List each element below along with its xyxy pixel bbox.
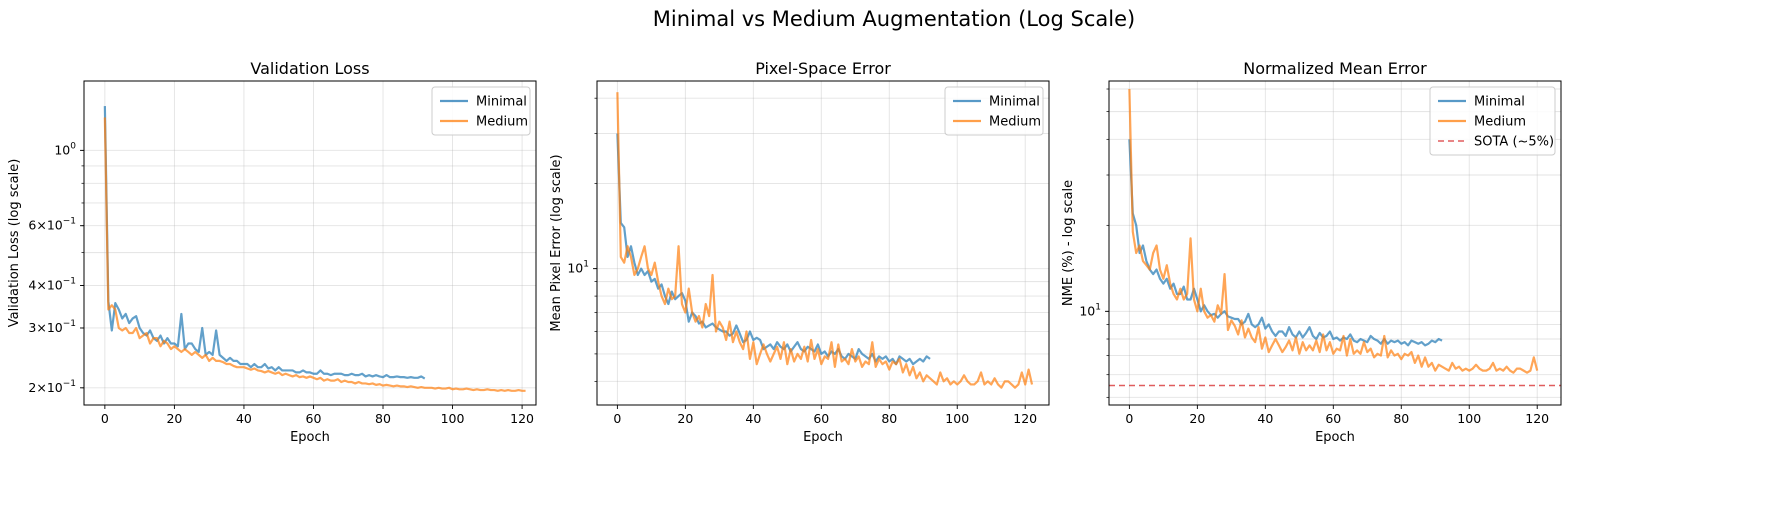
x-axis-label: Epoch [290, 430, 330, 445]
x-tick-label: 100 [441, 411, 465, 426]
y-tick-label: 101 [567, 260, 589, 276]
axes-frame [83, 80, 537, 406]
y-axis-label: NME (%) - log scale [1061, 180, 1076, 306]
legend: Minimal Medium SOTA (~5%) [1429, 86, 1556, 156]
y-tick-label: 2×10−1 [28, 379, 76, 395]
legend-label-minimal: Minimal [989, 95, 1040, 110]
x-axis-label: Epoch [1315, 430, 1355, 445]
axes-frame [1108, 80, 1562, 406]
axes-frame [596, 80, 1050, 406]
x-tick-label: 40 [1257, 411, 1273, 426]
y-tick-label: 3×10−1 [28, 319, 76, 335]
legend-label-medium: Medium [1474, 115, 1526, 130]
series-line-medium [1128, 88, 1539, 374]
legend-label-sota-5: SOTA (~5%) [1474, 135, 1554, 150]
series-line-minimal [1128, 139, 1443, 347]
legend: Minimal Medium [431, 86, 531, 136]
x-axis-label: Epoch [803, 430, 843, 445]
x-tick-label: 80 [375, 411, 391, 426]
x-tick-label: 40 [745, 411, 761, 426]
x-tick-label: 80 [1393, 411, 1409, 426]
x-tick-label: 80 [881, 411, 897, 426]
series-line-medium [616, 92, 1034, 389]
x-tick-label: 20 [166, 411, 182, 426]
legend-box [431, 86, 531, 136]
figure-title: Minimal vs Medium Augmentation (Log Scal… [653, 7, 1135, 31]
legend: Minimal Medium [944, 86, 1044, 136]
panel-pixel-space-error: 0 20 40 60 80 100 120 101 Pixel-Space Error Epoch… [549, 59, 1050, 445]
panel-normalized-mean-error: 0 20 40 60 80 100 120 101 Normalized Mean Error E… [1061, 59, 1562, 445]
legend-label-minimal: Minimal [476, 95, 527, 110]
x-tick-label: 120 [1525, 411, 1549, 426]
series-line-medium [103, 117, 526, 392]
x-tick-label: 100 [945, 411, 969, 426]
panel-title: Validation Loss [250, 59, 369, 78]
y-tick-label: 4×10−1 [28, 277, 76, 293]
x-tick-label: 0 [101, 411, 109, 426]
x-tick-label: 60 [1325, 411, 1341, 426]
x-tick-label: 0 [1125, 411, 1133, 426]
x-tick-label: 60 [306, 411, 322, 426]
x-tick-label: 60 [813, 411, 829, 426]
legend-box [944, 86, 1044, 136]
x-tick-label: 20 [677, 411, 693, 426]
x-tick-label: 120 [1013, 411, 1037, 426]
x-tick-label: 120 [510, 411, 534, 426]
y-axis-label: Mean Pixel Error (log scale) [549, 154, 564, 331]
x-tick-label: 100 [1457, 411, 1481, 426]
x-tick-label: 0 [613, 411, 621, 426]
series-line-minimal [616, 133, 931, 366]
y-tick-label: 101 [1079, 302, 1101, 318]
legend-box [1429, 86, 1556, 156]
y-axis-label: Validation Loss (log scale) [7, 159, 22, 328]
x-tick-label: 20 [1189, 411, 1205, 426]
legend-label-minimal: Minimal [1474, 95, 1525, 110]
panel-title: Normalized Mean Error [1243, 59, 1427, 78]
legend-label-medium: Medium [989, 115, 1041, 130]
legend-label-medium: Medium [476, 115, 528, 130]
y-tick-label: 100 [54, 141, 76, 157]
panel-validation-loss: 0 20 40 60 80 100 120 2×10−1 3×10−1 4×10−1 6×10−1 1… [7, 59, 537, 445]
panel-title: Pixel-Space Error [755, 59, 891, 78]
y-tick-label: 6×10−1 [28, 217, 76, 233]
x-tick-label: 40 [236, 411, 252, 426]
